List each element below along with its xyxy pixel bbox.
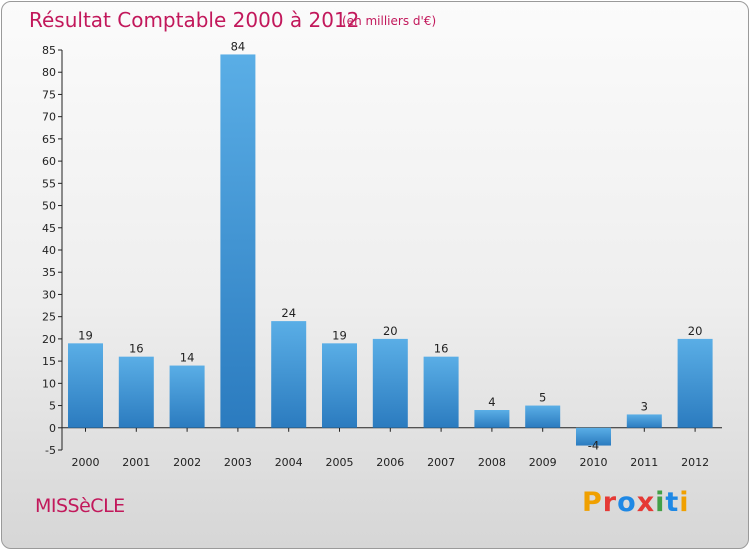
commune-name: MISSèCLE [35, 495, 125, 517]
y-tick-label: 50 [42, 200, 56, 213]
y-tick-label: 15 [42, 355, 56, 368]
x-tick-label: 2011 [630, 456, 658, 469]
logo-letter: i [679, 487, 690, 518]
y-tick-label: 65 [42, 133, 56, 146]
x-tick-label: 2005 [326, 456, 354, 469]
logo-letter: r [602, 487, 618, 518]
x-tick-label: 2004 [275, 456, 303, 469]
data-label: 5 [539, 391, 546, 405]
y-tick-label: 45 [42, 222, 56, 235]
y-tick-label: 85 [42, 44, 56, 57]
logo-letter: t [665, 487, 680, 518]
data-label: 19 [78, 328, 93, 342]
x-tick-label: 2002 [173, 456, 201, 469]
bar [372, 338, 408, 428]
y-tick-label: 10 [42, 377, 56, 390]
data-label: 16 [434, 342, 449, 356]
bar [626, 414, 662, 428]
data-label: 16 [129, 342, 144, 356]
x-tick-label: 2003 [224, 456, 252, 469]
y-tick-label: 25 [42, 311, 56, 324]
data-label: 19 [332, 328, 347, 342]
bar [220, 54, 256, 428]
x-tick-label: 2008 [478, 456, 506, 469]
y-tick-label: 80 [42, 66, 56, 79]
bar [423, 356, 459, 428]
y-tick-label: 5 [49, 400, 56, 413]
bar [271, 321, 307, 428]
y-tick-label: 55 [42, 177, 56, 190]
y-tick-label: 40 [42, 244, 56, 257]
bar [677, 338, 713, 428]
y-tick-label: 0 [49, 422, 56, 435]
x-tick-label: 2009 [529, 456, 557, 469]
data-label: -4 [588, 439, 599, 453]
bar [322, 343, 357, 428]
bar [68, 343, 103, 428]
bar [474, 410, 510, 428]
y-tick-label: 60 [42, 155, 56, 168]
x-tick-label: 2000 [72, 456, 100, 469]
chart-subtitle: (en milliers d'€) [342, 14, 437, 28]
x-tick-label: 2010 [580, 456, 608, 469]
y-tick-label: 70 [42, 111, 56, 124]
data-label: 4 [488, 395, 495, 409]
logo-letter: o [617, 487, 637, 518]
y-tick-label: 75 [42, 88, 56, 101]
bar [169, 365, 205, 428]
bar [576, 427, 611, 446]
y-tick-label: 20 [42, 333, 56, 346]
data-label: 84 [231, 39, 246, 53]
y-tick-label: -5 [45, 444, 56, 457]
logo-letter: i [655, 487, 666, 518]
x-tick-label: 2006 [376, 456, 404, 469]
chart-title: Résultat Comptable 2000 à 2012 [29, 8, 360, 32]
data-label: 24 [281, 306, 296, 320]
y-tick-label: 35 [42, 266, 56, 279]
data-label: 20 [383, 324, 398, 338]
data-label: 20 [688, 324, 703, 338]
x-tick-label: 2012 [681, 456, 709, 469]
logo-letter: P [582, 487, 603, 518]
bar [525, 405, 561, 428]
data-label: 14 [180, 351, 195, 365]
logo-letter: x [636, 487, 656, 518]
proxiti-logo[interactable]: Proxiti [582, 487, 690, 518]
y-tick-label: 30 [42, 288, 56, 301]
x-tick-label: 2001 [122, 456, 150, 469]
data-label: 3 [641, 399, 648, 413]
bar [118, 356, 154, 428]
x-tick-label: 2007 [427, 456, 455, 469]
